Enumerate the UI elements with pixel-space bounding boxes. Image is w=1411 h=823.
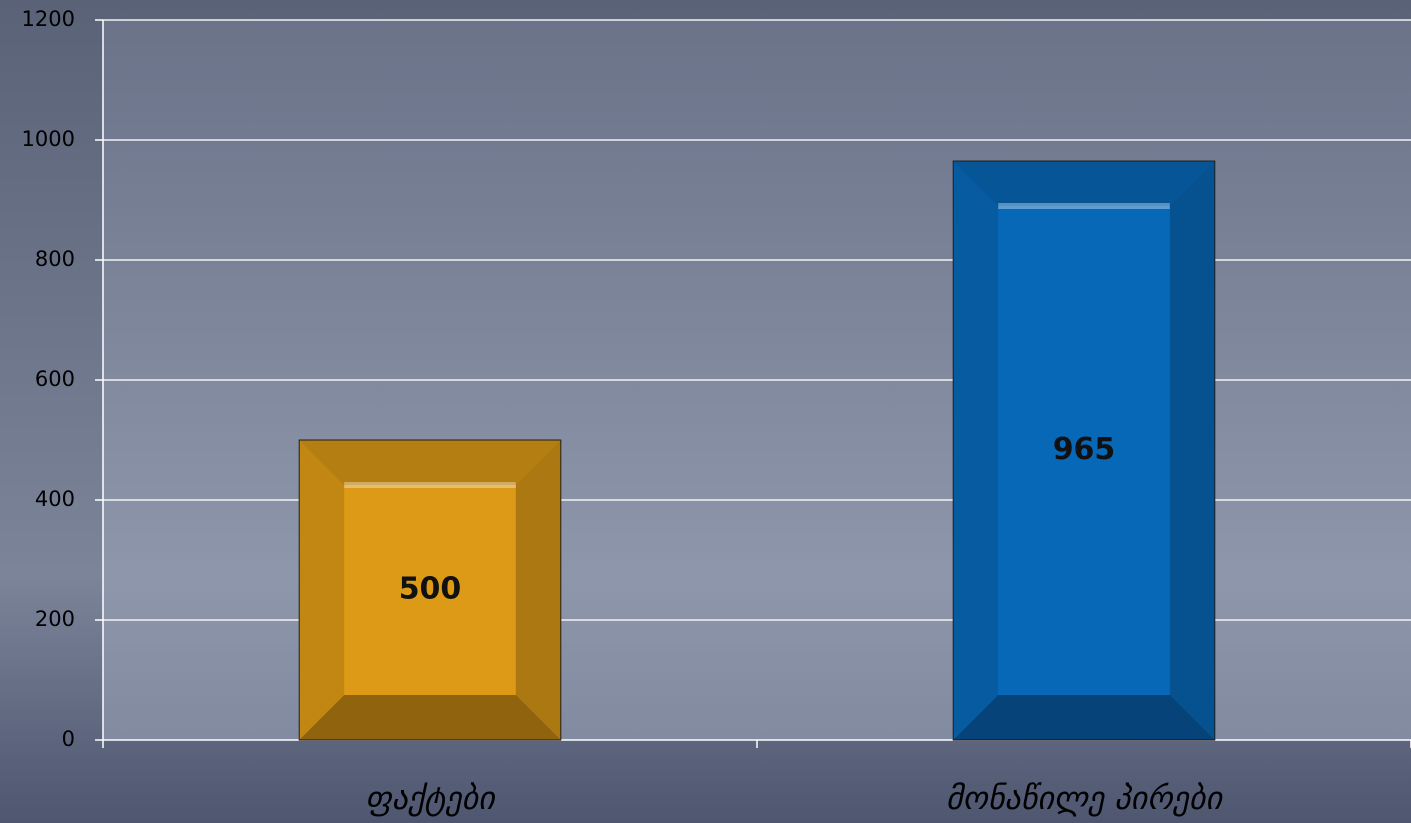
bevel-top bbox=[953, 161, 1215, 206]
bevel-bottom bbox=[953, 695, 1215, 740]
highlight bbox=[344, 482, 516, 488]
y-tick-label: 1000 bbox=[22, 127, 75, 151]
bevel-left bbox=[953, 161, 999, 740]
y-tick-label: 800 bbox=[35, 247, 75, 271]
data-label: 965 bbox=[1053, 432, 1116, 467]
bevel-left bbox=[299, 440, 345, 740]
x-tick-label: ფაქტები bbox=[365, 779, 497, 817]
x-tick-label: მონაწილე პირები bbox=[946, 779, 1225, 817]
bevel-bottom bbox=[299, 695, 561, 740]
y-tick-label: 600 bbox=[35, 367, 75, 391]
bevel-top bbox=[299, 440, 561, 485]
bar bbox=[952, 160, 1216, 741]
y-tick-label: 0 bbox=[62, 727, 75, 751]
highlight bbox=[998, 203, 1170, 209]
data-label: 500 bbox=[399, 572, 462, 607]
bevel-right bbox=[1169, 161, 1215, 740]
y-tick-label: 400 bbox=[35, 487, 75, 511]
y-tick-label: 1200 bbox=[22, 7, 75, 31]
bar bbox=[298, 439, 562, 741]
bevel-right bbox=[515, 440, 561, 740]
y-tick-label: 200 bbox=[35, 607, 75, 631]
